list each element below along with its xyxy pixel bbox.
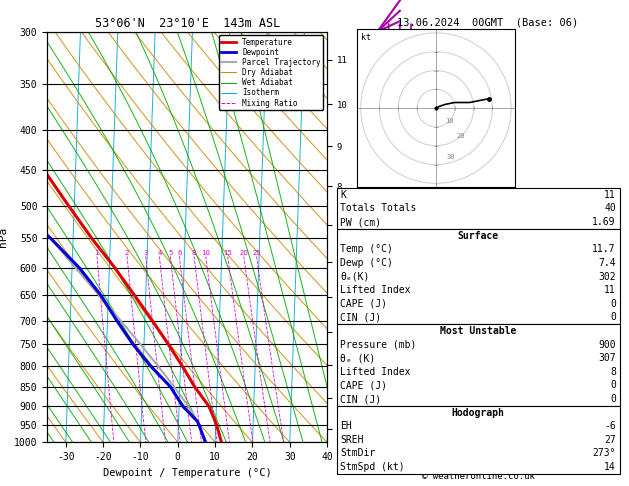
Text: -6: -6	[604, 421, 616, 431]
Legend: Temperature, Dewpoint, Parcel Trajectory, Dry Adiabat, Wet Adiabat, Isotherm, Mi: Temperature, Dewpoint, Parcel Trajectory…	[219, 35, 323, 110]
Text: Pressure (mb): Pressure (mb)	[340, 340, 416, 349]
Text: 10: 10	[445, 118, 454, 124]
Text: 1: 1	[95, 250, 99, 257]
Text: 7.4: 7.4	[598, 258, 616, 268]
Text: K: K	[340, 190, 346, 200]
Text: 302: 302	[598, 272, 616, 281]
X-axis label: Dewpoint / Temperature (°C): Dewpoint / Temperature (°C)	[103, 468, 272, 478]
Text: StmDir: StmDir	[340, 449, 376, 458]
Text: Most Unstable: Most Unstable	[440, 326, 516, 336]
Text: 8: 8	[192, 250, 196, 257]
Text: 0: 0	[610, 381, 616, 390]
Text: CIN (J): CIN (J)	[340, 312, 381, 322]
Text: 13.06.2024  00GMT  (Base: 06): 13.06.2024 00GMT (Base: 06)	[397, 17, 578, 27]
Text: 11: 11	[604, 285, 616, 295]
Text: Surface: Surface	[457, 231, 499, 241]
Text: 6: 6	[177, 250, 182, 257]
Text: Totals Totals: Totals Totals	[340, 204, 416, 213]
Title: 53°06'N  23°10'E  143m ASL: 53°06'N 23°10'E 143m ASL	[94, 17, 280, 31]
Text: 10: 10	[201, 250, 210, 257]
Text: 0: 0	[610, 394, 616, 404]
Text: 40: 40	[604, 204, 616, 213]
Text: 11: 11	[604, 190, 616, 200]
Text: 1.69: 1.69	[593, 217, 616, 227]
Text: 20: 20	[456, 133, 465, 139]
Text: 307: 307	[598, 353, 616, 363]
Text: © weatheronline.co.uk: © weatheronline.co.uk	[421, 472, 535, 481]
Text: Temp (°C): Temp (°C)	[340, 244, 393, 254]
Text: 8: 8	[610, 367, 616, 377]
Text: CAPE (J): CAPE (J)	[340, 381, 387, 390]
Text: Lifted Index: Lifted Index	[340, 285, 411, 295]
Y-axis label: hPa: hPa	[0, 227, 8, 247]
Text: 20: 20	[240, 250, 248, 257]
Text: θₑ (K): θₑ (K)	[340, 353, 376, 363]
Text: Dewp (°C): Dewp (°C)	[340, 258, 393, 268]
Text: StmSpd (kt): StmSpd (kt)	[340, 462, 405, 472]
Text: CAPE (J): CAPE (J)	[340, 299, 387, 309]
Text: 2: 2	[125, 250, 129, 257]
Text: CIN (J): CIN (J)	[340, 394, 381, 404]
Y-axis label: km
ASL: km ASL	[360, 226, 377, 248]
Text: 25: 25	[252, 250, 261, 257]
Text: 0: 0	[610, 312, 616, 322]
Text: 0: 0	[610, 299, 616, 309]
Text: PW (cm): PW (cm)	[340, 217, 381, 227]
Text: SREH: SREH	[340, 435, 364, 445]
Text: EH: EH	[340, 421, 352, 431]
Text: 14: 14	[604, 462, 616, 472]
Text: 273°: 273°	[593, 449, 616, 458]
Text: 3: 3	[143, 250, 148, 257]
Text: kt: kt	[360, 33, 370, 42]
Text: 11.7: 11.7	[593, 244, 616, 254]
Text: 15: 15	[223, 250, 232, 257]
Text: 30: 30	[447, 154, 455, 160]
Text: 900: 900	[598, 340, 616, 349]
Text: 5: 5	[168, 250, 172, 257]
Text: 27: 27	[604, 435, 616, 445]
Text: 4: 4	[157, 250, 162, 257]
Text: Lifted Index: Lifted Index	[340, 367, 411, 377]
Text: θₑ(K): θₑ(K)	[340, 272, 370, 281]
Text: Hodograph: Hodograph	[452, 408, 504, 417]
